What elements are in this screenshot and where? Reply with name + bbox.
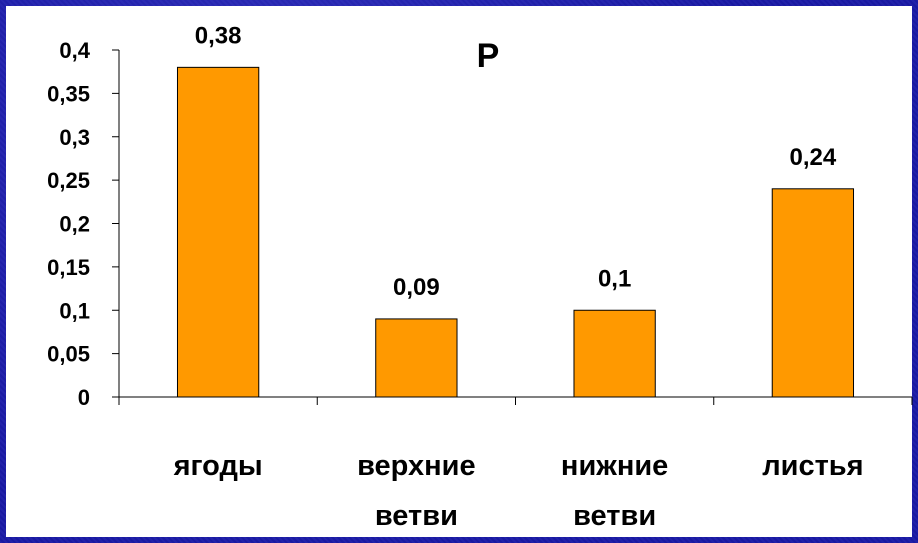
axes: 0 0,05 0,1 0,15 0,2 0,25 0,3 0,35 0,4 bbox=[47, 38, 913, 410]
category-label: ветви bbox=[573, 500, 656, 532]
data-label: 0,24 bbox=[790, 144, 837, 171]
y-tick-label: 0,25 bbox=[47, 168, 90, 193]
y-tick-label: 0,4 bbox=[59, 38, 90, 63]
y-tick-label: 0,2 bbox=[59, 212, 90, 237]
y-tick-label: 0 bbox=[78, 385, 90, 410]
y-tick-label: 0,1 bbox=[59, 298, 90, 323]
category-label: нижние bbox=[561, 450, 668, 482]
labels: 0,38 ягоды 0,09 верхние ветви 0,1 нижние ветви 0… bbox=[173, 22, 864, 532]
category-label: листья bbox=[762, 450, 863, 482]
bar bbox=[573, 309, 656, 398]
data-label: 0,38 bbox=[195, 22, 242, 49]
bars bbox=[176, 66, 855, 398]
category-label: верхние bbox=[357, 450, 476, 482]
category-label: ягоды bbox=[173, 450, 263, 482]
y-tick-label: 0,3 bbox=[59, 125, 90, 150]
bar bbox=[771, 188, 855, 398]
data-label: 0,09 bbox=[393, 274, 440, 301]
category-label: ветви bbox=[375, 500, 458, 532]
bar bbox=[176, 66, 260, 398]
bar bbox=[375, 318, 458, 398]
chart-panel bbox=[6, 6, 912, 537]
y-tick-label: 0,35 bbox=[47, 81, 90, 106]
y-tick-label: 0,05 bbox=[47, 342, 90, 367]
data-label: 0,1 bbox=[598, 265, 631, 292]
y-tick-label: 0,15 bbox=[47, 255, 90, 280]
chart-title: P bbox=[477, 37, 500, 75]
